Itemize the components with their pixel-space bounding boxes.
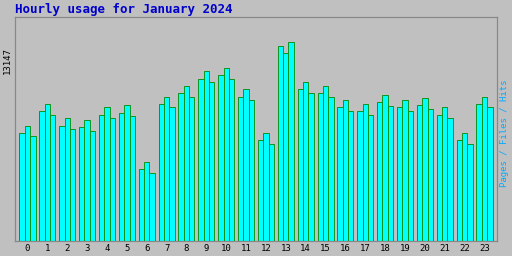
Bar [84,120,90,256]
Bar [139,169,144,256]
Bar [150,173,155,256]
Bar [45,104,50,256]
Bar [303,82,308,256]
Bar [104,108,110,256]
Bar [19,133,25,256]
Bar [90,131,95,256]
Bar [30,136,35,256]
Bar [357,111,362,256]
Bar [124,105,130,256]
Bar [110,118,115,256]
Bar [343,100,348,256]
Bar [437,115,442,256]
Bar [243,89,249,256]
Bar [249,100,254,256]
Bar [229,79,234,256]
Bar [79,127,84,256]
Bar [422,98,428,256]
Bar [164,97,169,256]
Bar [209,82,215,256]
Bar [402,100,408,256]
Text: Hourly usage for January 2024: Hourly usage for January 2024 [14,3,232,16]
Bar [487,108,493,256]
Bar [323,86,328,256]
Bar [477,104,482,256]
Bar [218,75,224,256]
Bar [442,108,447,256]
Bar [397,108,402,256]
Bar [447,118,453,256]
Bar [348,111,353,256]
Bar [278,46,283,256]
Bar [25,126,30,256]
Bar [428,109,433,256]
Bar [39,111,45,256]
Bar [317,93,323,256]
Bar [283,53,288,256]
Bar [198,79,204,256]
Bar [159,104,164,256]
Bar [408,111,413,256]
Bar [417,105,422,256]
Bar [258,140,263,256]
Bar [457,140,462,256]
Bar [189,97,195,256]
Bar [328,97,334,256]
Bar [308,93,314,256]
Bar [269,144,274,256]
Bar [184,86,189,256]
Bar [288,42,294,256]
Bar [368,115,373,256]
Bar [382,95,388,256]
Bar [388,106,393,256]
Bar [482,97,487,256]
Bar [65,118,70,256]
Bar [144,162,150,256]
Bar [263,133,269,256]
Bar [297,89,303,256]
Bar [204,71,209,256]
Bar [70,129,75,256]
Bar [59,126,65,256]
Bar [337,108,343,256]
Bar [224,68,229,256]
Bar [99,115,104,256]
Bar [130,116,135,256]
Bar [467,144,473,256]
Bar [362,104,368,256]
Bar [238,97,243,256]
Bar [50,115,55,256]
Bar [119,113,124,256]
Bar [462,133,467,256]
Bar [169,108,175,256]
Bar [377,102,382,256]
Bar [178,93,184,256]
